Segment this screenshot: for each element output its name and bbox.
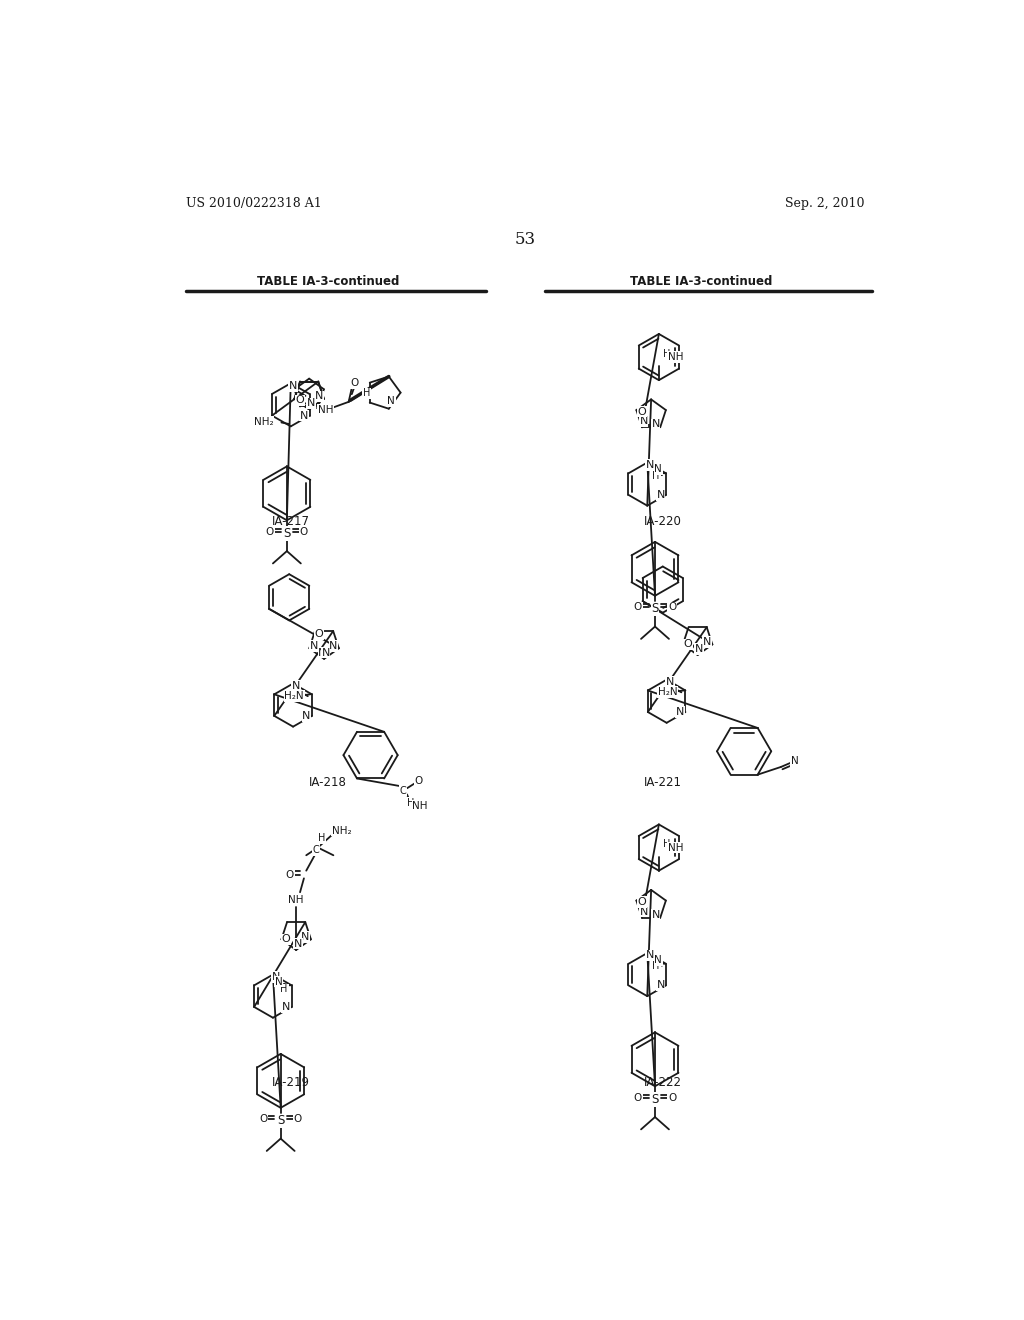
Text: N: N [639,907,648,916]
Text: NH₂: NH₂ [254,417,273,426]
Text: TABLE IA-3-continued: TABLE IA-3-continued [631,275,773,288]
Text: N: N [791,756,799,766]
Text: N: N [695,644,703,653]
Text: IA-222: IA-222 [644,1076,682,1089]
Text: N: N [282,1002,291,1012]
Text: H: H [652,961,659,972]
Text: N: N [294,939,302,949]
Text: N: N [310,642,318,651]
Text: N: N [651,420,659,429]
Text: NH: NH [669,842,684,853]
Text: O: O [282,935,291,944]
Text: O: O [415,776,423,787]
Text: O: O [637,407,646,417]
Text: NH: NH [413,801,428,810]
Text: H: H [663,348,670,359]
Text: TABLE IA-3-continued: TABLE IA-3-continued [257,275,399,288]
Text: IA-219: IA-219 [271,1076,309,1089]
Text: 53: 53 [514,231,536,248]
Text: O: O [314,630,324,639]
Text: NH: NH [317,404,333,414]
Text: S: S [276,1114,285,1127]
Text: N: N [322,648,330,657]
Text: O: O [634,1093,642,1102]
Text: N: N [329,642,338,651]
Text: S: S [651,1093,658,1106]
Text: N: N [702,638,711,647]
Text: O: O [668,602,676,612]
Text: N: N [651,909,659,920]
Text: S: S [284,527,291,540]
Text: N: N [646,950,654,961]
Text: N: N [292,681,300,690]
Text: O: O [683,639,692,649]
Text: N: N [318,648,327,657]
Text: N: N [315,392,324,401]
Text: N: N [654,465,663,474]
Text: N: N [646,459,654,470]
Text: H: H [663,840,670,850]
Text: N: N [289,381,297,391]
Text: O: O [668,1093,676,1102]
Text: N: N [301,932,309,942]
Text: O: O [300,527,308,537]
Text: N: N [274,977,283,986]
Text: O: O [265,527,274,537]
Text: IA-221: IA-221 [644,776,682,788]
Text: N: N [639,416,648,426]
Text: O: O [634,602,642,612]
Text: O: O [296,395,304,405]
Text: N: N [656,490,665,500]
Text: IA-217: IA-217 [271,515,309,528]
Text: O: O [351,379,359,388]
Text: H: H [281,985,288,994]
Text: N: N [387,396,395,407]
Text: IA-220: IA-220 [644,515,682,528]
Text: C: C [313,845,319,855]
Text: N: N [302,711,310,721]
Text: N: N [300,411,308,421]
Text: N: N [271,972,281,982]
Text: S: S [651,602,658,615]
Text: O: O [286,870,294,879]
Text: H₂N: H₂N [285,690,304,701]
Text: N: N [306,399,315,408]
Text: O: O [294,1114,302,1125]
Text: IA-218: IA-218 [309,776,347,788]
Text: Sep. 2, 2010: Sep. 2, 2010 [784,197,864,210]
Text: H: H [318,833,326,843]
Text: H: H [652,471,659,480]
Text: N: N [656,981,665,990]
Text: NH: NH [669,352,684,362]
Text: N: N [654,954,663,965]
Text: N: N [676,708,684,717]
Text: N: N [666,677,674,686]
Text: H: H [362,388,371,399]
Text: H₂N: H₂N [658,686,678,697]
Text: C: C [399,785,407,796]
Text: NH: NH [289,895,304,906]
Text: O: O [637,898,646,907]
Text: NH₂: NH₂ [332,825,351,836]
Text: US 2010/0222318 A1: US 2010/0222318 A1 [186,197,322,210]
Text: H: H [407,797,415,808]
Text: O: O [259,1114,267,1125]
